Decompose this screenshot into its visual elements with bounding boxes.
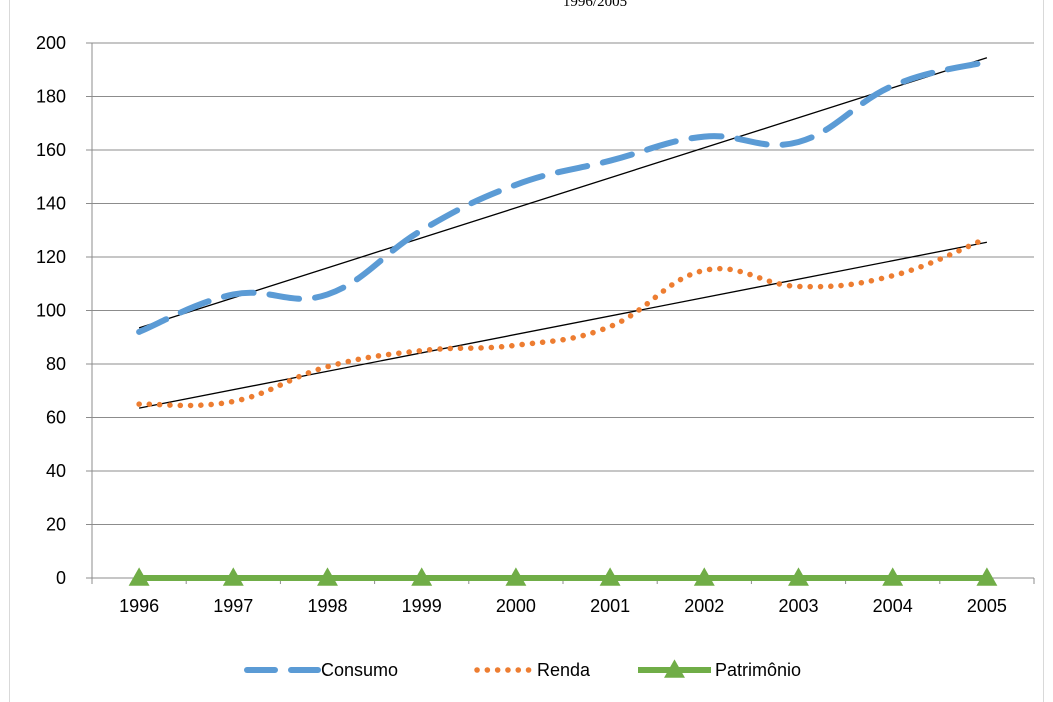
- series-marker-patrimnio: [222, 567, 244, 586]
- series-marker-patrimnio: [788, 567, 809, 586]
- y-tick-label: 100: [36, 301, 66, 321]
- legend-label-consumo: Consumo: [321, 660, 398, 680]
- x-tick-label: 2004: [873, 596, 913, 616]
- x-tick-label: 2001: [590, 596, 630, 616]
- legend: Consumo Renda Patrimônio: [244, 659, 801, 680]
- series-marker-patrimnio: [317, 567, 338, 586]
- legend-label-patrimnio: Patrimônio: [715, 660, 801, 680]
- series-marker-patrimnio: [505, 567, 527, 586]
- y-tick-label: 60: [46, 408, 66, 428]
- x-tick-label: 2002: [684, 596, 724, 616]
- trendlines: [138, 57, 988, 409]
- series-marker-patrimnio: [976, 567, 998, 586]
- chart-title: 1996/2005: [563, 0, 627, 10]
- series-marker-patrimnio: [693, 567, 715, 586]
- y-tick-label: 180: [36, 87, 66, 107]
- x-tick-labels: 1996 1997 1998 1999 2000 2001 2002 2003 2004 2005: [119, 596, 1007, 616]
- series-marker-patrimnio: [882, 567, 904, 586]
- series-marker-patrimnio: [599, 567, 621, 586]
- series-line-renda: [136, 235, 990, 409]
- legend-label-renda: Renda: [537, 660, 591, 680]
- legend-marker-patrimnio: [664, 659, 685, 678]
- trendline-renda: [138, 241, 988, 409]
- series-markers: [128, 567, 998, 586]
- series-lines: [136, 58, 990, 582]
- y-tick-label: 200: [36, 33, 66, 53]
- y-tick-label: 160: [36, 140, 66, 160]
- x-tick-label: 1996: [119, 596, 159, 616]
- x-tick-label: 1999: [402, 596, 442, 616]
- x-tick-label: 1998: [307, 596, 347, 616]
- x-tick-label: 1997: [213, 596, 253, 616]
- x-tick-label: 2000: [496, 596, 536, 616]
- y-tick-label: 140: [36, 194, 66, 214]
- series-marker-patrimnio: [411, 567, 433, 586]
- x-tick-label: 2005: [967, 596, 1007, 616]
- y-tick-label: 20: [46, 515, 66, 535]
- y-tick-label: 80: [46, 354, 66, 374]
- trendline-consumo: [138, 57, 988, 329]
- y-tick-label: 40: [46, 461, 66, 481]
- x-tick-label: 2003: [778, 596, 818, 616]
- series-marker-patrimnio: [128, 567, 150, 586]
- y-tick-labels: 0 20 40 60 80 100 120 140 160 180 200: [36, 33, 66, 588]
- y-tick-label: 0: [56, 568, 66, 588]
- series-line-consumo: [136, 58, 990, 335]
- y-tick-label: 120: [36, 247, 66, 267]
